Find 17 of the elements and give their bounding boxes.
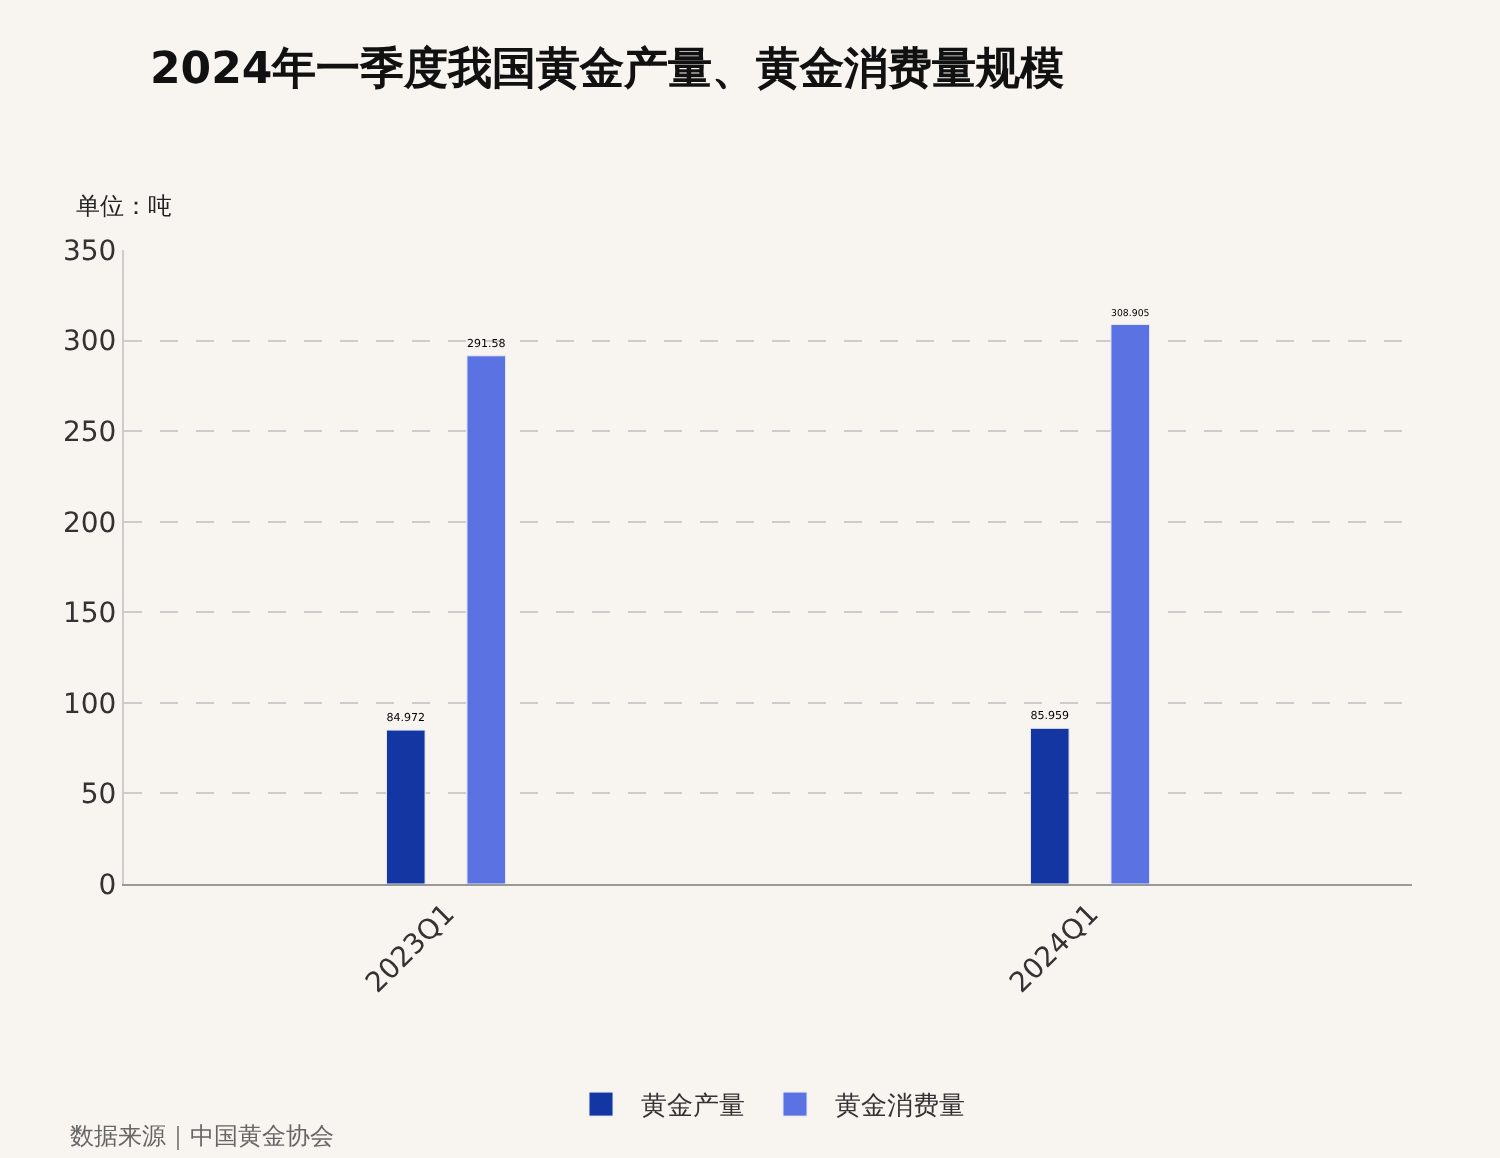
y-tick-label: 50: [80, 779, 117, 812]
source-note: 数据来源｜中国黄金协会: [70, 1122, 334, 1150]
chart-title: 2024年一季度我国黄金产量、黄金消费量规模: [150, 42, 1065, 95]
y-tick-label: 350: [62, 235, 117, 268]
y-tick-label: 300: [62, 326, 117, 359]
bar: [385, 729, 426, 884]
legend-label: 黄金产量: [641, 1092, 745, 1123]
bar: [466, 355, 507, 884]
bar: [1110, 323, 1151, 884]
y-tick-label: 0: [98, 869, 117, 902]
y-tick-label: 250: [62, 416, 117, 449]
y-tick-label: 200: [62, 507, 117, 540]
bar: [1029, 727, 1070, 884]
y-axis-title: 单位：吨: [76, 192, 172, 220]
legend-label: 黄金消费量: [835, 1092, 965, 1123]
y-tick-label: 100: [62, 688, 117, 721]
y-tick-label: 150: [62, 598, 117, 631]
